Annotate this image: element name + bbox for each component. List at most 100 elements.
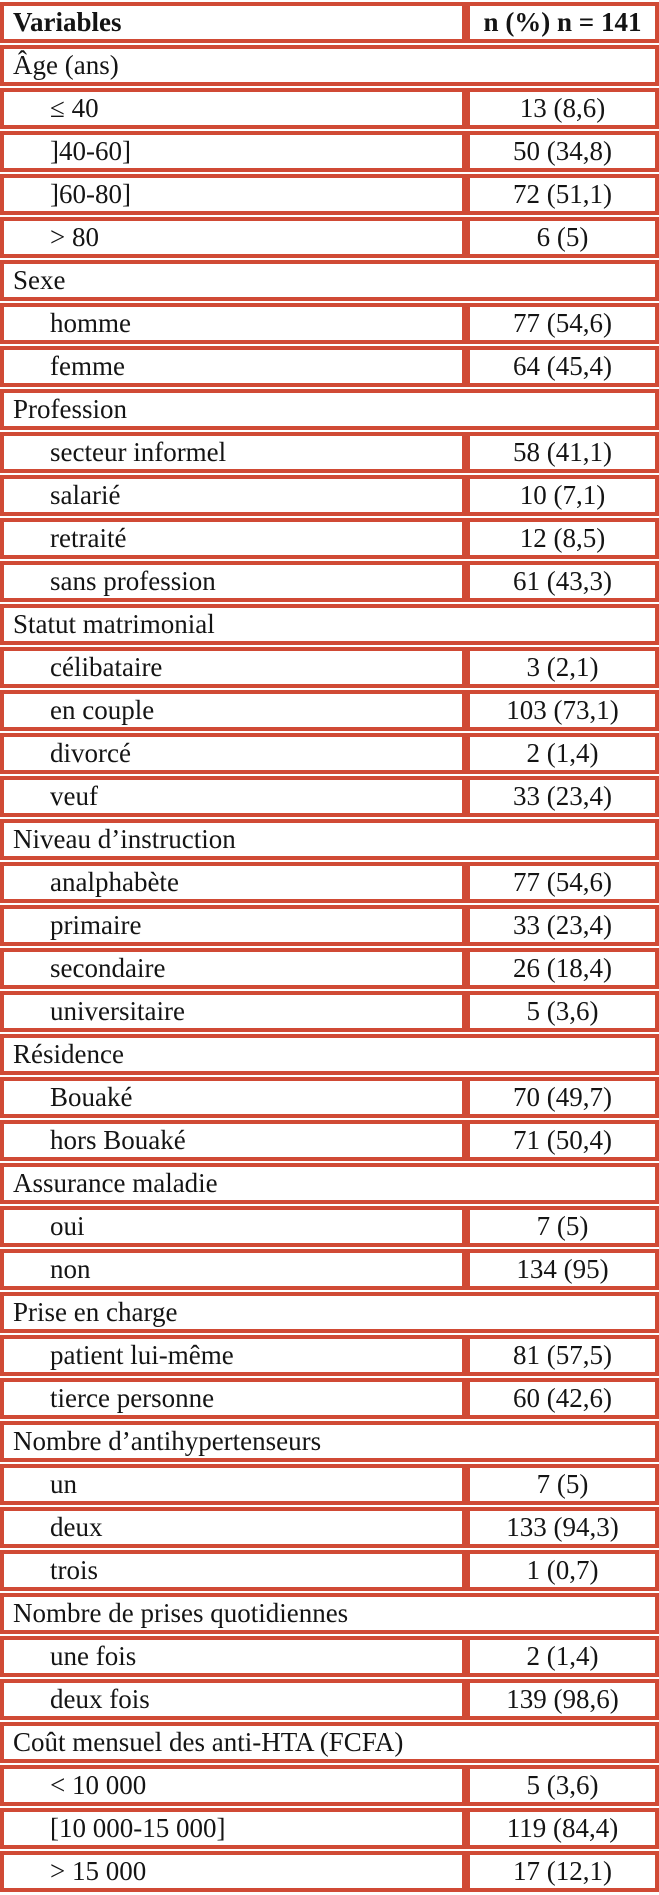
row-value: 5 (3,6) (466, 1765, 659, 1806)
row-label: femme (0, 346, 466, 387)
row-label: en couple (0, 690, 466, 731)
data-row: patient lui-même 81 (57,5) (0, 1335, 659, 1376)
row-label: analphabète (0, 862, 466, 903)
data-row: femme 64 (45,4) (0, 346, 659, 387)
row-label: ≤ 40 (0, 88, 466, 129)
row-value: 6 (5) (466, 217, 659, 258)
row-label: ]60-80] (0, 174, 466, 215)
row-label: > 80 (0, 217, 466, 258)
row-value: 81 (57,5) (466, 1335, 659, 1376)
data-row: ]40-60] 50 (34,8) (0, 131, 659, 172)
table-header: Variables n (%) n = 141 (0, 2, 659, 43)
row-label: sans profession (0, 561, 466, 602)
row-label: célibataire (0, 647, 466, 688)
row-value: 58 (41,1) (466, 432, 659, 473)
row-label: trois (0, 1550, 466, 1591)
row-label: une fois (0, 1636, 466, 1677)
row-value: 50 (34,8) (466, 131, 659, 172)
section-row: Statut matrimonial (0, 604, 659, 645)
row-label: veuf (0, 776, 466, 817)
row-value: 12 (8,5) (466, 518, 659, 559)
table-body: Âge (ans) ≤ 40 13 (8,6)]40-60] 50 (34,8)]60… (0, 45, 659, 1892)
section-title: Résidence (0, 1034, 659, 1075)
section-title: Nombre de prises quotidiennes (0, 1593, 659, 1634)
row-label: tierce personne (0, 1378, 466, 1419)
row-label: divorcé (0, 733, 466, 774)
row-value: 1 (0,7) (466, 1550, 659, 1591)
data-row: universitaire 5 (3,6) (0, 991, 659, 1032)
row-label: deux fois (0, 1679, 466, 1720)
data-row: célibataire 3 (2,1) (0, 647, 659, 688)
row-label: secteur informel (0, 432, 466, 473)
data-row: un 7 (5) (0, 1464, 659, 1505)
row-value: 2 (1,4) (466, 733, 659, 774)
row-label: retraité (0, 518, 466, 559)
data-row: veuf 33 (23,4) (0, 776, 659, 817)
row-label: universitaire (0, 991, 466, 1032)
data-row: analphabète 77 (54,6) (0, 862, 659, 903)
row-value: 133 (94,3) (466, 1507, 659, 1548)
data-row: ]60-80] 72 (51,1) (0, 174, 659, 215)
data-row: trois 1 (0,7) (0, 1550, 659, 1591)
row-value: 2 (1,4) (466, 1636, 659, 1677)
section-title: Coût mensuel des anti-HTA (FCFA) (0, 1722, 659, 1763)
section-title: Âge (ans) (0, 45, 659, 86)
data-row: une fois 2 (1,4) (0, 1636, 659, 1677)
row-value: 7 (5) (466, 1206, 659, 1247)
data-row: oui 7 (5) (0, 1206, 659, 1247)
data-row: Bouaké 70 (49,7) (0, 1077, 659, 1118)
section-title: Sexe (0, 260, 659, 301)
row-value: 77 (54,6) (466, 862, 659, 903)
row-value: 13 (8,6) (466, 88, 659, 129)
row-value: 3 (2,1) (466, 647, 659, 688)
header-row: Variables n (%) n = 141 (0, 2, 659, 43)
section-title: Statut matrimonial (0, 604, 659, 645)
data-row: hors Bouaké 71 (50,4) (0, 1120, 659, 1161)
row-value: 33 (23,4) (466, 776, 659, 817)
row-value: 5 (3,6) (466, 991, 659, 1032)
data-row: en couple 103 (73,1) (0, 690, 659, 731)
section-row: Niveau d’instruction (0, 819, 659, 860)
column-header-n-percent: n (%) n = 141 (466, 2, 659, 43)
data-row: > 15 000 17 (12,1) (0, 1851, 659, 1892)
row-value: 71 (50,4) (466, 1120, 659, 1161)
row-label: ]40-60] (0, 131, 466, 172)
row-label: un (0, 1464, 466, 1505)
data-row: sans profession 61 (43,3) (0, 561, 659, 602)
section-row: Sexe (0, 260, 659, 301)
row-value: 72 (51,1) (466, 174, 659, 215)
data-row: [10 000-15 000] 119 (84,4) (0, 1808, 659, 1849)
column-header-variables: Variables (0, 2, 466, 43)
row-label: oui (0, 1206, 466, 1247)
data-row: deux fois 139 (98,6) (0, 1679, 659, 1720)
section-row: Profession (0, 389, 659, 430)
section-title: Profession (0, 389, 659, 430)
row-label: non (0, 1249, 466, 1290)
row-value: 77 (54,6) (466, 303, 659, 344)
row-value: 70 (49,7) (466, 1077, 659, 1118)
row-value: 119 (84,4) (466, 1808, 659, 1849)
data-row: primaire 33 (23,4) (0, 905, 659, 946)
row-value: 103 (73,1) (466, 690, 659, 731)
data-row: retraité 12 (8,5) (0, 518, 659, 559)
row-value: 61 (43,3) (466, 561, 659, 602)
row-label: salarié (0, 475, 466, 516)
section-row: Nombre d’antihypertenseurs (0, 1421, 659, 1462)
row-label: deux (0, 1507, 466, 1548)
row-value: 64 (45,4) (466, 346, 659, 387)
section-title: Nombre d’antihypertenseurs (0, 1421, 659, 1462)
section-row: Résidence (0, 1034, 659, 1075)
row-value: 17 (12,1) (466, 1851, 659, 1892)
section-title: Prise en charge (0, 1292, 659, 1333)
data-row: salarié 10 (7,1) (0, 475, 659, 516)
row-label: homme (0, 303, 466, 344)
row-label: patient lui-même (0, 1335, 466, 1376)
row-value: 60 (42,6) (466, 1378, 659, 1419)
row-label: > 15 000 (0, 1851, 466, 1892)
section-title: Niveau d’instruction (0, 819, 659, 860)
row-label: Bouaké (0, 1077, 466, 1118)
row-value: 134 (95) (466, 1249, 659, 1290)
data-row: divorcé 2 (1,4) (0, 733, 659, 774)
row-label: primaire (0, 905, 466, 946)
